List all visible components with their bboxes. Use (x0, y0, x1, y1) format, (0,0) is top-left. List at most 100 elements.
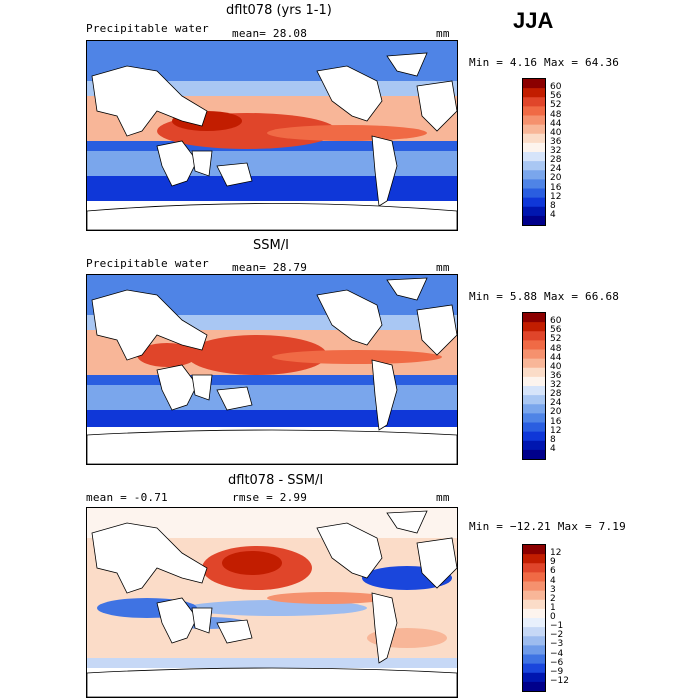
panel1-left-label: Precipitable water (86, 22, 209, 35)
colorbar-swatch (523, 358, 545, 369)
panel2-colorbar-tick: 16 (550, 416, 562, 427)
panel3-colorbar-tick: −12 (550, 675, 569, 686)
panel1-colorbar-tick: 52 (550, 100, 562, 111)
colorbar-swatch (523, 395, 545, 405)
panel3-map-svg (87, 508, 457, 697)
panel2-colorbar-tick: 28 (550, 389, 562, 400)
panel1-colorbar-tick: 60 (550, 82, 562, 93)
panel3-colorbar-tick: −6 (550, 657, 564, 668)
panel3-colorbar-svg (523, 545, 545, 691)
panel3-units: mm (436, 491, 450, 504)
panel2-range-label: Min = 5.88 Max = 66.68 (469, 290, 620, 303)
colorbar-swatch (523, 349, 545, 360)
colorbar-swatch (523, 440, 545, 451)
colorbar-swatch (523, 188, 545, 199)
colorbar-swatch (523, 554, 545, 564)
colorbar-swatch (523, 663, 545, 674)
panel3-colorbar-tick: 3 (550, 584, 556, 595)
panel2-colorbar-tick: 12 (550, 425, 562, 436)
panel3-colorbar-tick: −1 (550, 621, 564, 632)
colorbar-swatch (523, 449, 545, 459)
panel1-colorbar (522, 78, 546, 226)
panel2-colorbar-tick: 40 (550, 361, 562, 372)
colorbar-swatch (523, 563, 545, 573)
panel1-colorbar-tick: 48 (550, 109, 562, 120)
panel2-units: mm (436, 261, 450, 274)
colorbar-swatch (523, 170, 545, 180)
colorbar-swatch (523, 313, 545, 323)
colorbar-swatch (523, 340, 545, 351)
panel2-colorbar-tick: 20 (550, 407, 562, 418)
colorbar-swatch (523, 197, 545, 208)
panel3-mean-label: mean = -0.71 (86, 491, 168, 504)
colorbar-swatch (523, 681, 545, 691)
panel3-colorbar (522, 544, 546, 692)
colorbar-swatch (523, 206, 545, 217)
panel1-colorbar-svg (523, 79, 545, 225)
panel3-map (86, 507, 458, 698)
colorbar-swatch (523, 142, 545, 153)
panel1-colorbar-tick: 12 (550, 191, 562, 202)
colorbar-swatch (523, 179, 545, 190)
colorbar-swatch (523, 581, 545, 592)
panel1-colorbar-tick: 8 (550, 200, 556, 211)
panel2-colorbar-tick: 8 (550, 434, 556, 445)
panel1-colorbar-tick: 36 (550, 136, 562, 147)
colorbar-swatch (523, 133, 545, 144)
panel1-colorbar-tick: 32 (550, 146, 562, 156)
panel2-title: SSM/I (253, 238, 289, 253)
panel2-colorbar-tick: 60 (550, 316, 562, 327)
panel3-colorbar-tick: 6 (550, 566, 556, 577)
panel2-colorbar-tick: 56 (550, 325, 562, 336)
colorbar-swatch (523, 88, 545, 98)
panel1-title: dflt078 (yrs 1-1) (226, 3, 332, 18)
colorbar-swatch (523, 376, 545, 387)
panel3-colorbar-tick: 4 (550, 575, 556, 586)
panel2-colorbar-tick: 52 (550, 334, 562, 345)
panel1-units: mm (436, 27, 450, 40)
panel2-left-label: Precipitable water (86, 257, 209, 270)
panel3-colorbar-tick: 9 (550, 557, 556, 568)
colorbar-swatch (523, 106, 545, 117)
panel3-colorbar-tick: −4 (550, 648, 564, 659)
panel3-range-label: Min = −12.21 Max = 7.19 (469, 520, 626, 533)
colorbar-swatch (523, 431, 545, 442)
panel1-colorbar-tick: 20 (550, 173, 562, 184)
panel1-colorbar-tick: 44 (550, 118, 562, 129)
colorbar-swatch (523, 331, 545, 341)
colorbar-swatch (523, 115, 545, 126)
panel2-colorbar-svg (523, 313, 545, 459)
colorbar-swatch (523, 367, 545, 378)
panel3-colorbar-tick: −3 (550, 639, 564, 650)
colorbar-swatch (523, 413, 545, 424)
panel3-colorbar-tick: 2 (550, 593, 556, 604)
colorbar-swatch (523, 422, 545, 433)
colorbar-swatch (523, 386, 545, 396)
panel3-colorbar-tick: 1 (550, 602, 556, 613)
colorbar-swatch (523, 404, 545, 414)
colorbar-swatch (523, 152, 545, 162)
panel3-title: dflt078 - SSM/I (228, 473, 324, 488)
panel1-map-svg (87, 41, 457, 230)
panel1-range-label: Min = 4.16 Max = 64.36 (469, 56, 620, 69)
panel1-colorbar-tick: 4 (550, 209, 556, 220)
colorbar-swatch (523, 572, 545, 583)
panel2-colorbar-tick: 4 (550, 443, 556, 454)
colorbar-swatch (523, 599, 545, 610)
colorbar-swatch (523, 97, 545, 107)
colorbar-swatch (523, 215, 545, 225)
panel2-colorbar-tick: 48 (550, 343, 562, 354)
colorbar-swatch (523, 124, 545, 135)
panel2-colorbar-tick: 32 (550, 380, 562, 390)
panel1-map (86, 40, 458, 231)
colorbar-swatch (523, 161, 545, 171)
panel3-colorbar-tick: −2 (550, 630, 564, 641)
panel1-colorbar-tick: 28 (550, 155, 562, 166)
colorbar-swatch (523, 645, 545, 656)
panel1-colorbar-tick: 40 (550, 127, 562, 138)
panel3-colorbar-tick: 0 (550, 612, 556, 622)
panel3-rmse-label: rmse = 2.99 (232, 491, 308, 504)
panel2-map (86, 274, 458, 465)
colorbar-swatch (523, 590, 545, 601)
panel2-colorbar-tick: 24 (550, 398, 562, 409)
